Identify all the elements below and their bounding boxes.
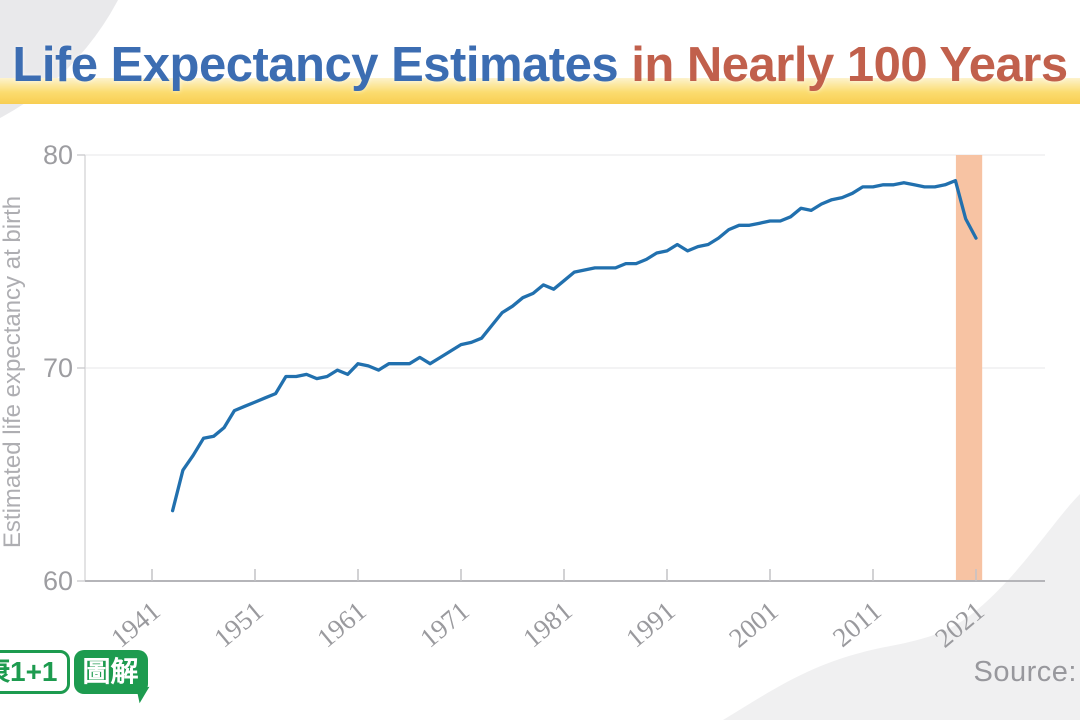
page-title-part1: Life Expectancy Estimates <box>12 38 619 92</box>
brand-logo: 康1+1 圖解 <box>0 650 152 704</box>
x-tick-label: 2001 <box>723 596 784 654</box>
y-tick-label: 80 <box>43 140 73 170</box>
x-tick-label: 2011 <box>827 596 887 653</box>
brand-logo-left: 康1+1 <box>0 650 70 694</box>
brand-logo-tail <box>136 686 152 704</box>
life-expectancy-series-line <box>170 178 978 513</box>
chart-plot-area: 1941 1951 1961 1971 1981 1991 2001 2011 2021 60 70… <box>43 140 1045 653</box>
x-tick-label: 1951 <box>208 596 269 654</box>
title-highlight-band <box>0 78 1080 104</box>
x-tick-label: 1941 <box>105 596 166 654</box>
y-axis-title: Estimated life expectancy at birth <box>0 196 26 548</box>
page-title: Life Expectancy Estimates in Nearly 100 … <box>12 37 1068 93</box>
x-tick-label: 1971 <box>414 596 475 654</box>
source-label: Source: <box>973 656 1077 688</box>
page-title-part2: in Nearly 100 Years <box>618 38 1068 92</box>
x-tick-label: 1961 <box>311 596 372 654</box>
y-tick-label: 70 <box>43 353 73 383</box>
y-tick-label: 60 <box>43 566 73 596</box>
x-tick-label: 1991 <box>620 596 681 654</box>
highlight-band <box>955 155 983 581</box>
x-tick-label: 2021 <box>929 596 990 654</box>
brand-logo-right: 圖解 <box>73 650 152 704</box>
brand-logo-right-label: 圖解 <box>82 656 139 687</box>
x-tick-label: 1981 <box>517 596 578 654</box>
